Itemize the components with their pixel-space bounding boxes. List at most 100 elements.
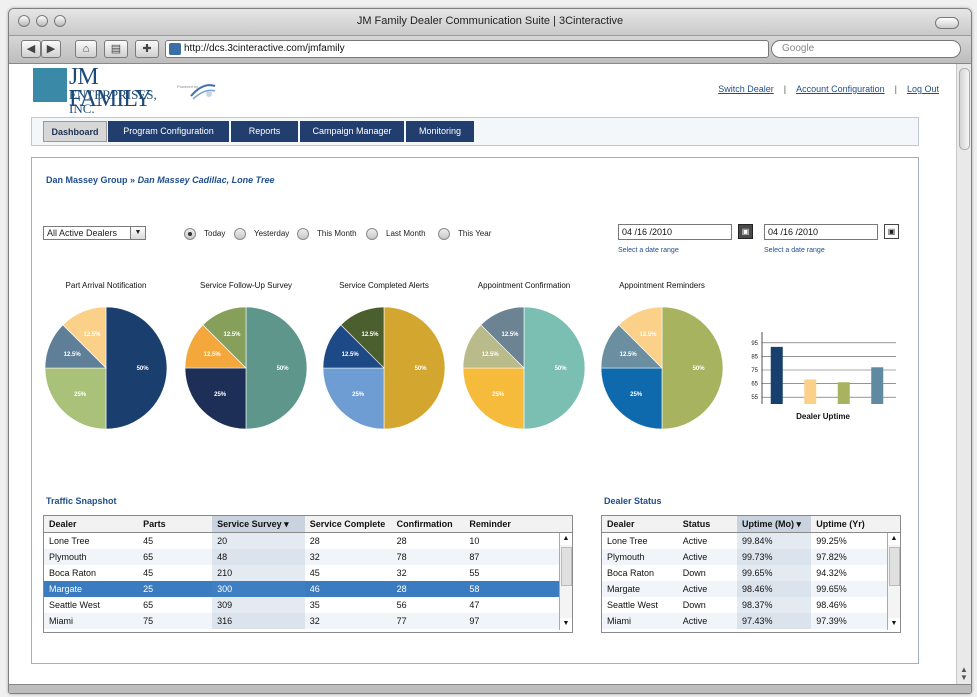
pie-chart-service-follow-up[interactable]: 50% 25% 12.5% 12.5%	[184, 306, 308, 430]
pie-slice[interactable]	[340, 306, 385, 369]
sort-descending-icon[interactable]: ▾	[793, 518, 801, 529]
switch-dealer-link[interactable]: Switch Dealer	[718, 84, 774, 94]
home-button[interactable]: ⌂	[75, 40, 97, 58]
table-row[interactable]: Margate 25 300 46 28 58	[44, 581, 572, 597]
column-header[interactable]: Service Complete	[304, 516, 392, 533]
sort-descending-icon[interactable]: ▾	[281, 518, 289, 529]
table-row[interactable]: Seattle West Down 98.37% 98.46%	[602, 597, 900, 613]
table-cell: 65	[143, 600, 154, 610]
tab-reports[interactable]: Reports	[231, 121, 298, 142]
pie-slice[interactable]	[480, 306, 525, 369]
breadcrumb-group-link[interactable]: Dan Massey Group	[46, 175, 128, 185]
toolbar-toggle-button[interactable]	[935, 17, 959, 29]
tab-program-configuration[interactable]: Program Configuration	[108, 121, 229, 142]
pie-slice[interactable]	[322, 367, 385, 430]
table-row[interactable]: Boca Raton Down 99.65% 94.32%	[602, 565, 900, 581]
print-button[interactable]: ▤	[104, 40, 128, 58]
pie-slice[interactable]	[184, 367, 247, 430]
pie-chart-appointment-confirmation[interactable]: 50% 25% 12.5% 12.5%	[462, 306, 586, 430]
pie-slice[interactable]	[245, 306, 308, 430]
end-date-input[interactable]: 04 /16 /2010	[764, 224, 878, 240]
column-header[interactable]: Dealer	[44, 516, 139, 533]
tab-monitoring[interactable]: Monitoring	[406, 121, 474, 142]
table-cell: 97.39%	[811, 613, 900, 629]
table-scrollbar-thumb[interactable]	[561, 547, 572, 586]
start-date-input[interactable]: 04 /16 /2010	[618, 224, 732, 240]
table-row[interactable]: Miami 75 316 32 77 97	[44, 613, 572, 629]
address-bar[interactable]: http://dcs.3cinteractive.com/jmfamily	[165, 40, 769, 58]
chevron-down-icon[interactable]: ▼	[130, 227, 145, 239]
range-yesterday-radio[interactable]: Yesterday	[234, 228, 289, 240]
scroll-down-icon[interactable]: ▼	[888, 618, 900, 630]
start-date-range-link[interactable]: Select a date range	[618, 247, 679, 254]
pie-slice[interactable]	[462, 367, 525, 430]
uptime-bar[interactable]	[871, 367, 884, 404]
table-scrollbar-thumb[interactable]	[889, 547, 900, 586]
column-header[interactable]: Status	[677, 516, 737, 533]
log-out-link[interactable]: Log Out	[906, 84, 939, 94]
dealer-uptime-bar-chart[interactable]: 95 85 75 65 55 Dealer Uptime	[744, 328, 904, 424]
pie-slice[interactable]	[383, 306, 446, 430]
scroll-up-icon[interactable]: ▲	[560, 533, 572, 545]
pie-slice[interactable]	[523, 306, 586, 430]
uptime-bar[interactable]	[770, 346, 783, 404]
pie-slice[interactable]	[105, 306, 168, 430]
end-date-range-link[interactable]: Select a date range	[764, 247, 825, 254]
column-header[interactable]: Dealer	[602, 516, 678, 533]
account-configuration-link[interactable]: Account Configuration	[796, 84, 885, 94]
dealer-filter-select[interactable]: All Active Dealers ▼	[43, 226, 146, 240]
column-header[interactable]: Uptime (Yr)	[811, 516, 900, 533]
back-button[interactable]: ◀	[21, 40, 41, 58]
pie-slice[interactable]	[202, 306, 247, 369]
table-cell: 25	[138, 581, 213, 597]
search-field[interactable]: Google	[771, 40, 961, 58]
range-this-month-radio[interactable]: This Month	[297, 228, 357, 240]
tab-campaign-manager[interactable]: Campaign Manager	[300, 121, 404, 142]
table-row[interactable]: Plymouth 65 48 32 78 87	[44, 549, 572, 565]
start-calendar-button[interactable]: ▣	[738, 224, 753, 239]
minimize-window-button[interactable]	[36, 15, 48, 27]
table-row[interactable]: Miami Active 97.43% 97.39%	[602, 613, 900, 629]
column-header[interactable]: Parts	[138, 516, 213, 533]
table-scrollbar[interactable]: ▲ ▼	[559, 533, 572, 630]
range-today-radio[interactable]: Today	[184, 228, 225, 240]
column-header[interactable]: Service Survey ▾	[212, 516, 305, 533]
table-row[interactable]: Seattle West 65 309 35 56 47	[44, 597, 572, 613]
column-header[interactable]: Confirmation	[391, 516, 465, 533]
end-calendar-button[interactable]: ▣	[884, 224, 899, 239]
pie-chart-appointment-reminders[interactable]: 50% 25% 12.5% 12.5%	[600, 306, 724, 430]
zoom-window-button[interactable]	[54, 15, 66, 27]
pie-slice[interactable]	[618, 306, 663, 369]
scroll-up-icon[interactable]: ▲	[888, 533, 900, 545]
range-this-year-radio[interactable]: This Year	[438, 228, 491, 240]
table-row[interactable]: Lone Tree Active 99.84% 99.25%	[602, 532, 900, 549]
pie-slice[interactable]	[44, 367, 107, 430]
pie-chart-service-completed[interactable]: 50% 25% 12.5% 12.5%	[322, 306, 446, 430]
forward-button[interactable]: ▶	[41, 40, 61, 58]
table-row[interactable]: Boca Raton 45 210 45 32 55	[44, 565, 572, 581]
close-window-button[interactable]	[18, 15, 30, 27]
pie-slice[interactable]	[62, 306, 107, 369]
pie-slice-label: 12.5%	[83, 332, 101, 338]
table-scrollbar[interactable]: ▲ ▼	[887, 533, 900, 630]
column-header[interactable]: Reminder	[464, 516, 572, 533]
scroll-down-icon[interactable]: ▼	[560, 618, 572, 630]
table-row[interactable]: Lone Tree 45 20 28 28 10	[44, 532, 572, 549]
table-row[interactable]: Margate Active 98.46% 99.65%	[602, 581, 900, 597]
uptime-bar[interactable]	[837, 382, 850, 404]
tab-dashboard[interactable]: Dashboard	[43, 121, 107, 142]
table-cell: 35	[309, 600, 320, 610]
page-scrollbar[interactable]: ▲ ▼	[956, 64, 971, 684]
uptime-bar[interactable]	[804, 379, 817, 404]
pie-slice[interactable]	[661, 306, 724, 430]
pie-title-part-arrival: Part Arrival Notification	[65, 281, 147, 290]
add-bookmark-button[interactable]: ✚	[135, 40, 159, 58]
pie-slice[interactable]	[600, 367, 663, 430]
column-header[interactable]: Uptime (Mo) ▾	[736, 516, 812, 533]
scroll-arrows-icon[interactable]: ▲ ▼	[960, 665, 968, 682]
scrollbar-thumb[interactable]	[959, 68, 970, 150]
dealer-status-table: Dealer Status Uptime (Mo) ▾ Uptime (Yr) Lone…	[601, 515, 901, 633]
range-last-month-radio[interactable]: Last Month	[366, 228, 426, 240]
table-row[interactable]: Plymouth Active 99.73% 97.82%	[602, 549, 900, 565]
pie-chart-part-arrival[interactable]: 50% 25% 12.5% 12.5%	[44, 306, 168, 430]
